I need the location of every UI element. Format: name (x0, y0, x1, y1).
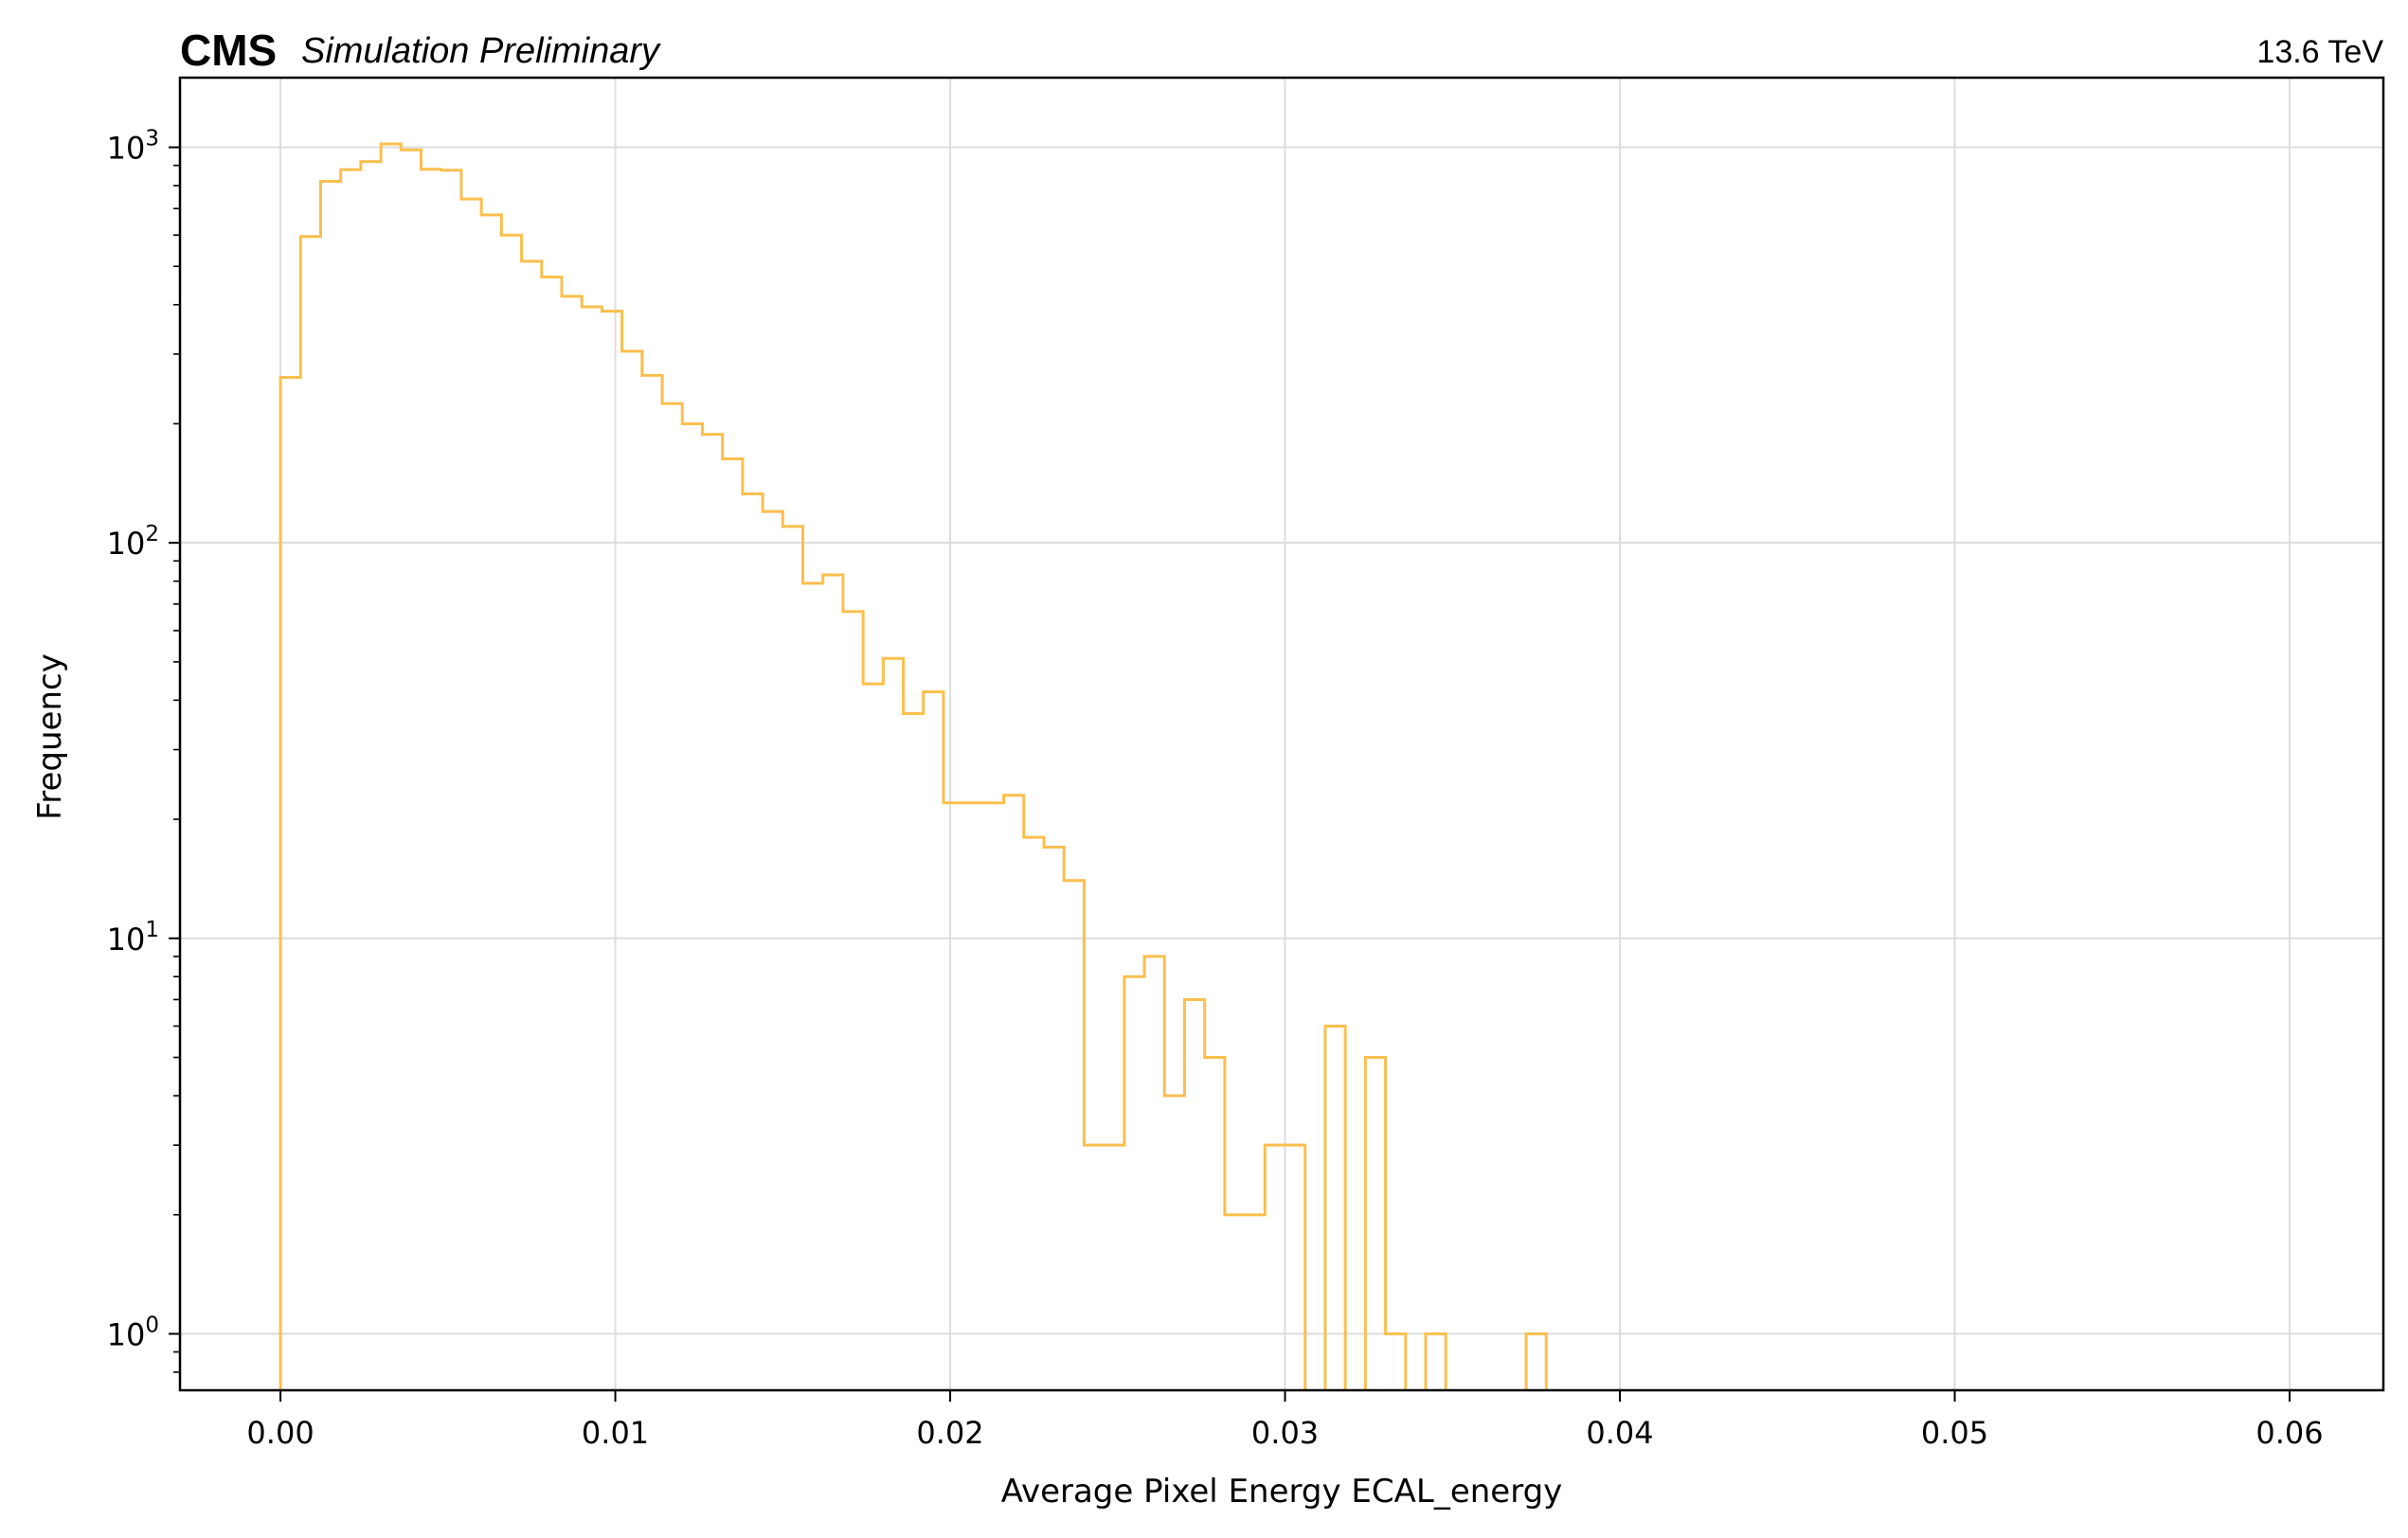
y-axis-label: Frequency (31, 653, 69, 820)
histogram-step-series (279, 142, 1548, 1390)
axis-ticks (169, 146, 2291, 1402)
x-tick-label: 0.00 (246, 1415, 314, 1451)
x-tick-label: 0.04 (1586, 1415, 1653, 1451)
simulation-preliminary-label: Simulation Preliminary (301, 31, 661, 71)
grid-lines (180, 78, 2383, 1390)
cms-label: CMS (180, 26, 277, 75)
plot-frame (178, 76, 2385, 1392)
x-tick-label: 0.03 (1251, 1415, 1319, 1451)
y-tick-labels: 100 101 102 103 (107, 127, 159, 1353)
y-tick-label: 100 (107, 1313, 159, 1352)
y-tick-label: 102 (107, 522, 159, 562)
x-tick-labels: 0.00 0.01 0.02 0.03 0.04 0.05 0.06 (246, 1415, 2323, 1451)
y-tick-label: 101 (107, 918, 159, 957)
x-tick-label: 0.01 (582, 1415, 649, 1451)
x-axis-label: Average Pixel Energy ECAL_energy (1001, 1473, 1563, 1511)
x-tick-label: 0.02 (916, 1415, 983, 1451)
energy-label: 13.6 TeV (2256, 34, 2383, 70)
x-tick-label: 0.05 (1921, 1415, 1988, 1451)
y-tick-label: 103 (107, 127, 159, 167)
x-tick-label: 0.06 (2255, 1415, 2323, 1451)
